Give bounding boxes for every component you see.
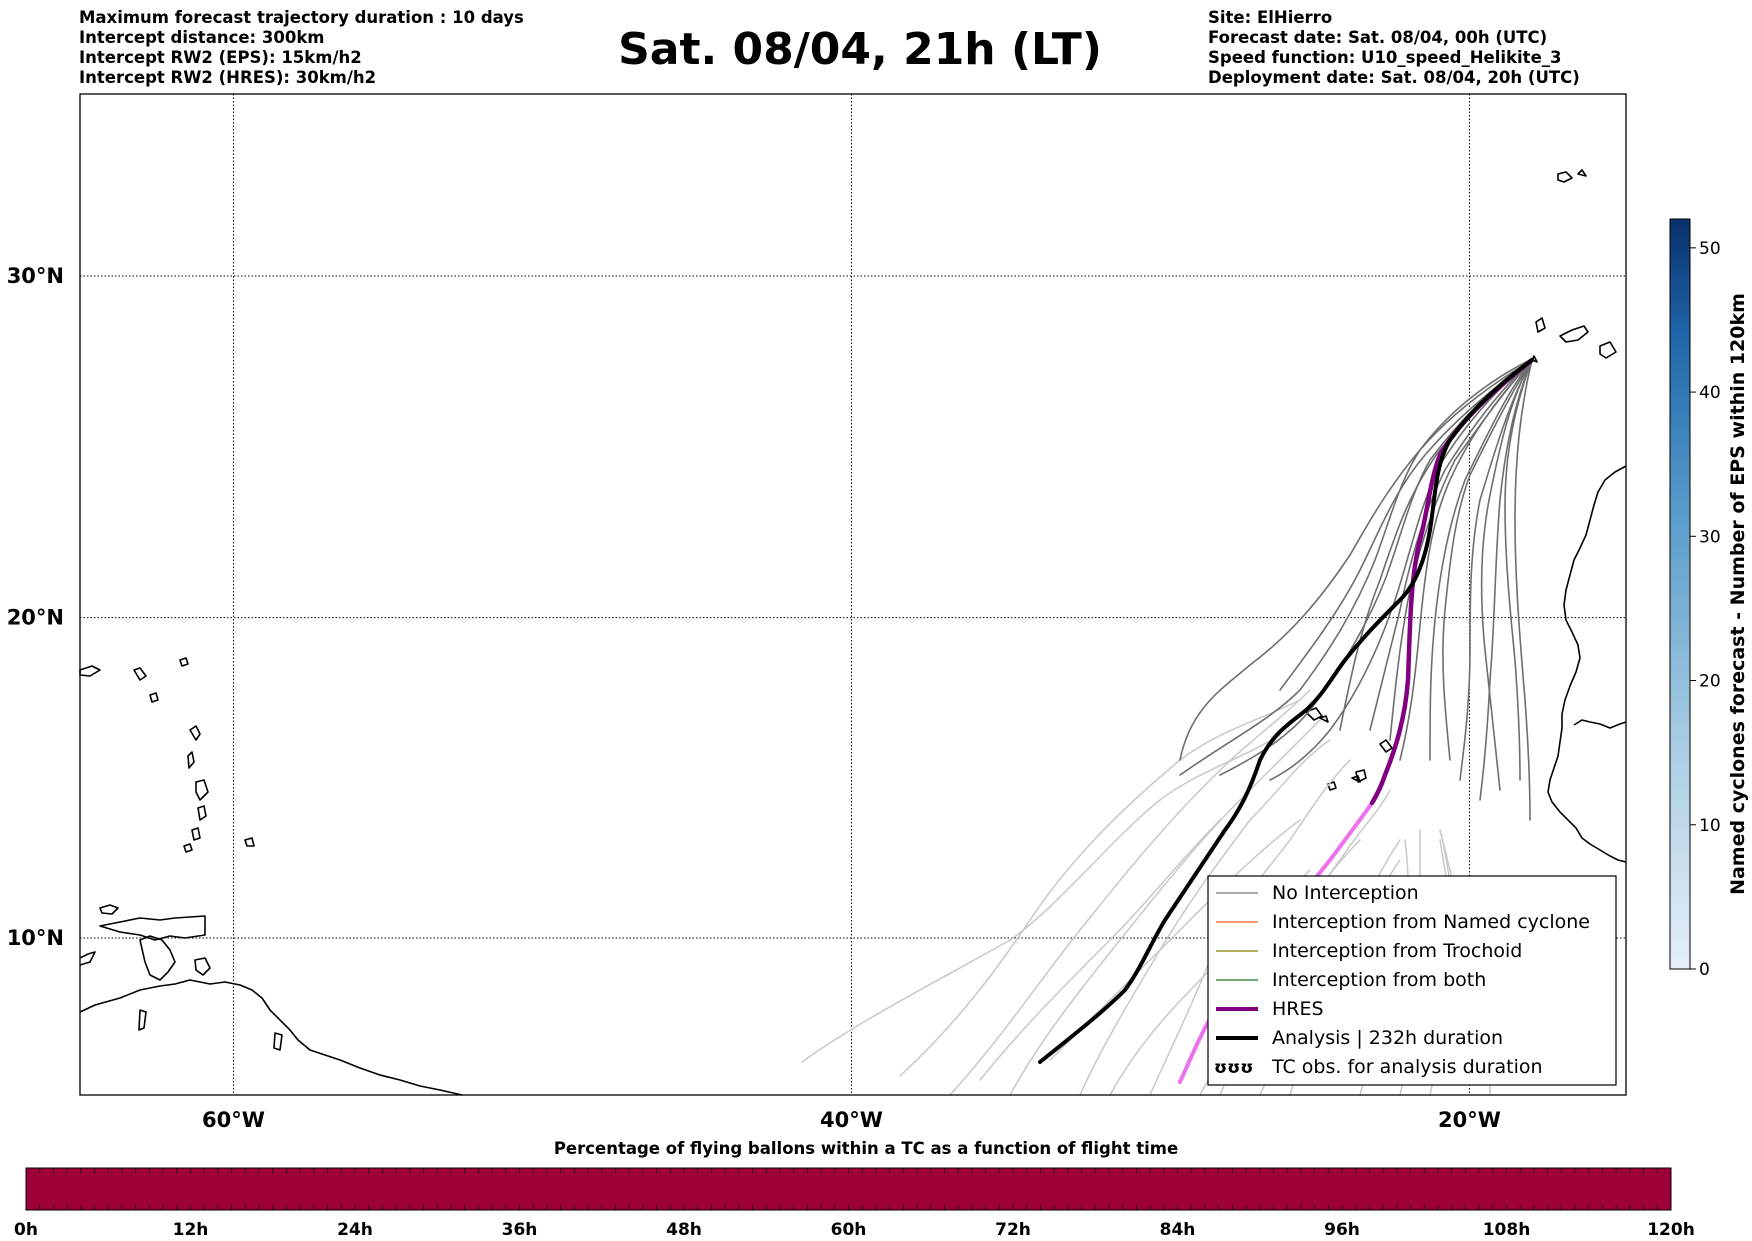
legend-label: TC obs. for analysis duration — [1271, 1056, 1543, 1078]
map-frame — [79, 93, 1627, 1096]
analysis-trajectory — [1038, 358, 1534, 1064]
legend: No Interception Interception from Named c… — [1207, 875, 1617, 1086]
bottom-tick-label: 108h — [1483, 1220, 1531, 1240]
colorbar-tick-label: 50 — [1699, 239, 1721, 259]
lon-label: 20°W — [1438, 1108, 1501, 1132]
bottom-tick-label: 120h — [1647, 1220, 1695, 1240]
legend-item: Interception from Named cyclone — [1216, 911, 1590, 933]
legend-label: No Interception — [1272, 882, 1419, 904]
forecast-parameters: Maximum forecast trajectory duration : 1… — [79, 8, 524, 88]
legend-label: Interception from both — [1272, 969, 1486, 991]
legend-label: Interception from Trochoid — [1272, 940, 1522, 962]
legend-item: Interception from both — [1216, 969, 1486, 991]
param-deployment-date: Deployment date: Sat. 08/04, 20h (UTC) — [1208, 68, 1580, 87]
lon-label: 60°W — [202, 1108, 265, 1132]
bottom-tick-label: 0h — [14, 1220, 38, 1240]
param-speed-function: Speed function: U10_speed_Helikite_3 — [1208, 48, 1562, 67]
param-rw2-hres: Intercept RW2 (HRES): 30km/h2 — [79, 68, 377, 87]
colorbar-tick-label: 40 — [1699, 383, 1721, 403]
lat-label: 10°N — [7, 926, 64, 950]
lon-label: 40°W — [820, 1108, 883, 1132]
bottom-tick-label: 36h — [502, 1220, 538, 1240]
bottom-tick-label: 24h — [337, 1220, 373, 1240]
longitude-labels: 60°W 40°W 20°W — [202, 1108, 1501, 1132]
colorbar-tick-label: 0 — [1699, 960, 1710, 980]
page-title: Sat. 08/04, 21h (LT) — [618, 24, 1102, 75]
legend-label: Analysis | 232h duration — [1272, 1027, 1503, 1049]
param-rw2-eps: Intercept RW2 (EPS): 15km/h2 — [79, 48, 362, 67]
colorbar-tick-label: 30 — [1699, 527, 1721, 547]
param-forecast-date: Forecast date: Sat. 08/04, 00h (UTC) — [1208, 28, 1548, 47]
legend-item: No Interception — [1216, 882, 1419, 904]
bottom-tick-label: 12h — [173, 1220, 209, 1240]
legend-label: Interception from Named cyclone — [1272, 911, 1590, 933]
bottom-colorbar-bar — [25, 1167, 1672, 1211]
flight-time-colorbar: Percentage of flying ballons within a TC… — [14, 1139, 1695, 1240]
legend-label: HRES — [1272, 998, 1324, 1020]
bottom-tick-label: 72h — [995, 1220, 1031, 1240]
bottom-tick-label: 84h — [1160, 1220, 1196, 1240]
bottom-tick-label: 60h — [831, 1220, 867, 1240]
legend-box — [1207, 875, 1617, 1086]
param-max-duration: Maximum forecast trajectory duration : 1… — [79, 8, 524, 27]
bottom-tick-label: 48h — [666, 1220, 702, 1240]
colorbar-gradient — [1669, 218, 1691, 970]
param-site: Site: ElHierro — [1208, 8, 1333, 27]
coastlines — [79, 169, 1627, 1096]
legend-item: Interception from Trochoid — [1216, 940, 1522, 962]
bottom-colorbar-title: Percentage of flying ballons within a TC… — [554, 1139, 1178, 1158]
site-parameters: Site: ElHierro Forecast date: Sat. 08/04… — [1208, 8, 1580, 88]
legend-item: Analysis | 232h duration — [1216, 1027, 1503, 1049]
cyclone-colorbar: 0 10 20 30 40 50 Named cyclones forecast - Nu… — [1669, 218, 1749, 980]
colorbar-tick-label: 10 — [1699, 816, 1721, 836]
legend-item: ʊʊʊ TC obs. for analysis duration — [1214, 1056, 1543, 1078]
lat-label: 30°N — [7, 264, 64, 288]
colorbar-tick-label: 20 — [1699, 672, 1721, 692]
colorbar-label: Named cyclones forecast - Number of EPS … — [1727, 293, 1749, 895]
bottom-tick-label: 96h — [1324, 1220, 1360, 1240]
legend-item: HRES — [1216, 998, 1324, 1020]
param-intercept-distance: Intercept distance: 300km — [79, 28, 325, 47]
tc-marker-icon: ʊʊʊ — [1214, 1058, 1253, 1078]
lat-label: 20°N — [7, 606, 64, 630]
latitude-labels: 30°N 20°N 10°N — [7, 264, 64, 950]
